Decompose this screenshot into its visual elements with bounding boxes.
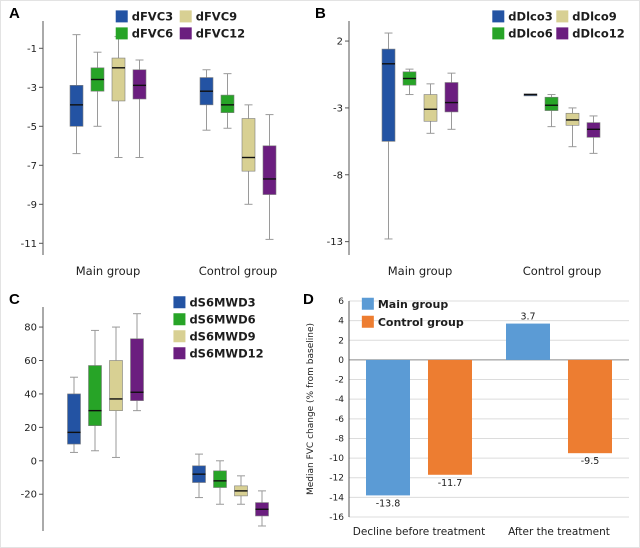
svg-text:20: 20 <box>24 423 37 434</box>
svg-text:-3: -3 <box>333 103 343 114</box>
svg-text:Control group: Control group <box>199 264 278 278</box>
svg-text:60: 60 <box>24 356 37 367</box>
svg-text:40: 40 <box>24 389 37 400</box>
svg-text:3.7: 3.7 <box>520 312 535 323</box>
panel-b-plot: 2 -3 -8 -13 Main group Control group dDlco3 dDl… <box>327 9 625 278</box>
panel-a-letter: A <box>9 5 20 22</box>
panel-a-plot: -1 -3 -5 -7 -9 -11 Main group Control group dFVC… <box>21 9 278 278</box>
svg-text:After the treatment: After the treatment <box>508 526 610 538</box>
svg-text:-1: -1 <box>27 44 37 55</box>
panel-a: A -1 -3 -5 -7 -9 -11 Main group Control group dF… <box>7 5 309 287</box>
svg-text:-16: -16 <box>329 513 344 523</box>
svg-text:dFVC3: dFVC3 <box>132 9 173 23</box>
svg-text:-13: -13 <box>327 237 343 248</box>
svg-text:0: 0 <box>31 456 37 467</box>
svg-text:dS6MWD12: dS6MWD12 <box>189 346 263 360</box>
svg-text:4: 4 <box>338 317 344 327</box>
panel-c-plot: 80 60 40 20 0 -20 dS6MWD3 dS6MWD6 dS6MWD9 dS6MWD1… <box>21 295 269 531</box>
svg-text:dFVC6: dFVC6 <box>132 26 173 40</box>
svg-text:Decline before treatment: Decline before treatment <box>353 526 485 538</box>
svg-text:80: 80 <box>24 323 37 334</box>
svg-text:Main group: Main group <box>388 264 453 278</box>
svg-text:dS6MWD9: dS6MWD9 <box>189 329 255 343</box>
svg-text:dDlco12: dDlco12 <box>572 26 624 40</box>
panel-d: D 6 4 2 0 -2 -4 -6 -8 -10 -12 -14 -16 Median FVC cha… <box>301 291 639 545</box>
svg-text:dFVC9: dFVC9 <box>196 9 237 23</box>
svg-text:-11: -11 <box>21 239 37 250</box>
svg-text:-9.5: -9.5 <box>581 456 600 467</box>
svg-text:0: 0 <box>338 356 344 366</box>
svg-text:2: 2 <box>337 37 343 48</box>
panel-c-letter: C <box>9 291 20 308</box>
panel-d-plot: 6 4 2 0 -2 -4 -6 -8 -10 -12 -14 -16 Median FVC chang… <box>306 297 629 538</box>
svg-text:-8: -8 <box>335 434 344 444</box>
svg-text:-4: -4 <box>335 395 344 405</box>
svg-text:-2: -2 <box>335 376 344 386</box>
svg-text:-3: -3 <box>27 83 37 94</box>
svg-text:dS6MWD3: dS6MWD3 <box>189 295 255 309</box>
svg-text:dDlco9: dDlco9 <box>572 9 616 23</box>
svg-text:-11.7: -11.7 <box>438 478 463 489</box>
svg-text:-8: -8 <box>333 170 343 181</box>
svg-text:Main group: Main group <box>76 264 141 278</box>
panel-c: C 80 60 40 20 0 -20 dS6MWD3 dS6MWD6 dS6MWD9 dS6MW… <box>7 291 299 545</box>
svg-text:-14: -14 <box>329 493 344 503</box>
svg-text:Main group: Main group <box>378 298 448 311</box>
svg-text:2: 2 <box>338 336 344 346</box>
svg-text:dDlco3: dDlco3 <box>508 9 552 23</box>
svg-text:Median FVC change (% from bas: Median FVC change (% from baseline) <box>306 323 316 495</box>
svg-text:Control group: Control group <box>378 316 464 329</box>
svg-text:Control group: Control group <box>523 264 602 278</box>
svg-text:dFVC12: dFVC12 <box>196 26 245 40</box>
panel-d-letter: D <box>303 291 314 308</box>
svg-text:-6: -6 <box>335 415 344 425</box>
panel-b: B 2 -3 -8 -13 Main group Control group dDlco3 d… <box>313 5 639 287</box>
svg-text:-10: -10 <box>329 454 344 464</box>
svg-text:-13.8: -13.8 <box>376 498 401 509</box>
svg-text:-20: -20 <box>21 490 37 501</box>
panel-b-letter: B <box>315 5 326 22</box>
svg-text:-9: -9 <box>27 200 37 211</box>
svg-text:-5: -5 <box>27 122 37 133</box>
svg-text:-7: -7 <box>27 161 37 172</box>
svg-text:dS6MWD6: dS6MWD6 <box>189 312 255 326</box>
svg-text:6: 6 <box>338 297 344 307</box>
svg-text:dDlco6: dDlco6 <box>508 26 552 40</box>
svg-text:-12: -12 <box>329 474 344 484</box>
